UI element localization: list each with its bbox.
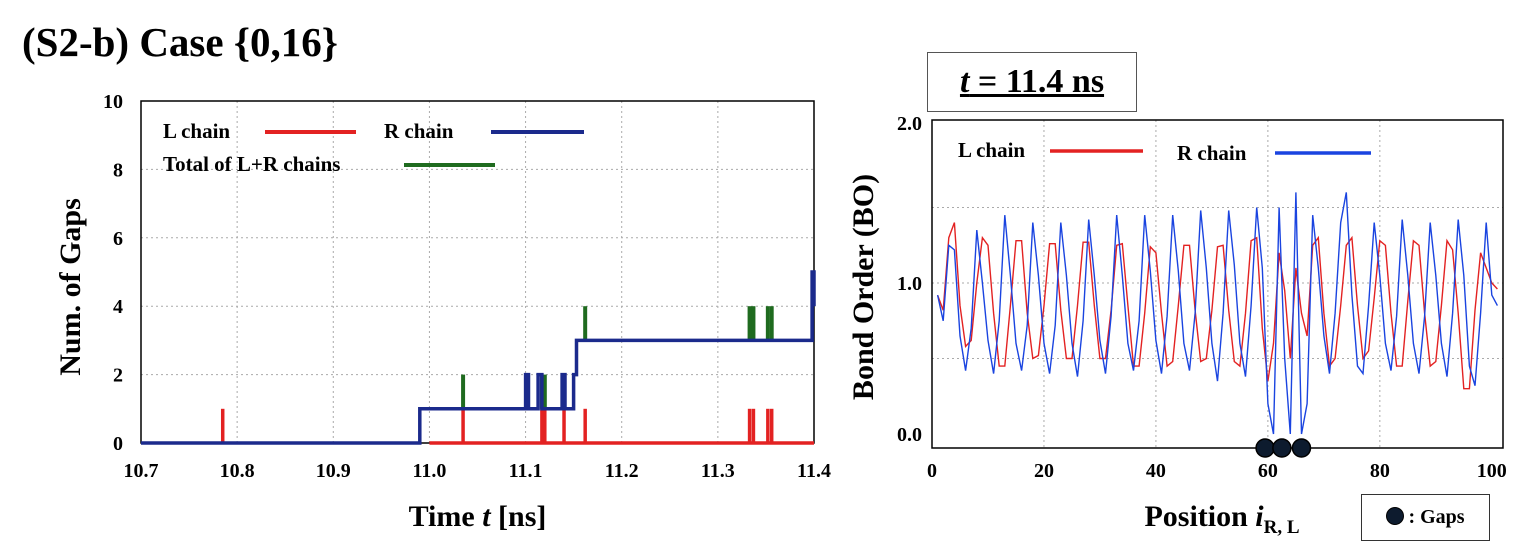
gap-marker: [1272, 438, 1292, 458]
gap-marker: [1255, 438, 1275, 458]
legend-l-chain: L chain: [958, 138, 1025, 162]
y-tick-label: 8: [113, 159, 123, 181]
x-tick-label: 0: [927, 460, 937, 482]
x-axis-label-main: Time: [409, 500, 483, 533]
y-tick-label: 0.0: [897, 424, 922, 446]
y-axis-label: Num. of Gaps: [54, 198, 87, 376]
bond-order-chart: 0 20 40 60 80 100 0.0 1.0 2.0 Position iR, L Bond …: [847, 113, 1507, 538]
x-axis-label: Time t [ns]: [409, 500, 547, 533]
x-tick-label: 11.1: [509, 460, 543, 482]
time-symbol: t: [959, 63, 970, 100]
gap-marker-icon: [1386, 507, 1405, 525]
x-axis-label-var: i: [1255, 500, 1264, 533]
plot-frame: [931, 119, 1504, 449]
r-chain-line: [141, 270, 816, 445]
x-tick-label: 11.4: [797, 460, 831, 482]
x-axis-label-var: t: [482, 500, 492, 533]
y-tick-label: 0: [113, 433, 123, 455]
x-axis-label-main: Position: [1144, 500, 1255, 533]
y-tick-label: 2.0: [897, 113, 922, 135]
time-label: t = 11.4 ns: [960, 63, 1104, 100]
legend-r-chain: R chain: [384, 119, 454, 143]
time-label-box: t = 11.4 ns: [927, 52, 1137, 112]
legend-total: Total of L+R chains: [163, 152, 340, 176]
gaps-time-chart: 10.7 10.8 10.9 11.0 11.1 11.2 11.3 11.4 0 2 4 6 8 10 T…: [54, 91, 831, 533]
y-tick-label: 2: [113, 365, 123, 387]
legend: L chain R chain: [958, 138, 1371, 165]
r-chain-line: [936, 192, 1499, 435]
x-tick-label: 20: [1034, 460, 1054, 482]
x-tick-label: 11.0: [412, 460, 446, 482]
x-axis-label-unit: [ns]: [491, 500, 547, 533]
x-tick-label: 80: [1370, 460, 1390, 482]
y-tick-label: 6: [113, 228, 123, 250]
x-tick-label: 10.8: [220, 460, 255, 482]
x-tick-label: 40: [1146, 460, 1166, 482]
y-tick-label: 1.0: [897, 273, 922, 295]
gaps-legend-box: : Gaps: [1361, 494, 1490, 541]
x-tick-label: 10.9: [316, 460, 351, 482]
y-tick-label: 10: [103, 91, 123, 113]
gap-marker: [1291, 438, 1312, 458]
x-tick-label: 11.2: [605, 460, 639, 482]
legend: L chain R chain Total of L+R chains: [163, 119, 584, 176]
x-tick-label: 10.7: [124, 460, 159, 482]
legend-l-chain: L chain: [163, 119, 230, 143]
y-tick-label: 4: [113, 296, 123, 318]
x-tick-label: 100: [1477, 460, 1507, 482]
gaps-legend-label: : Gaps: [1408, 506, 1465, 528]
legend-r-chain: R chain: [1177, 141, 1247, 165]
y-axis-label: Bond Order (BO): [847, 174, 880, 400]
x-axis-label: Position iR, L: [1144, 500, 1299, 538]
time-value: = 11.4 ns: [969, 63, 1105, 100]
x-tick-label: 60: [1258, 460, 1278, 482]
l-chain-line: [936, 222, 1498, 390]
figure-title: (S2-b) Case {0,16}: [22, 19, 338, 65]
x-axis-label-sub: R, L: [1264, 517, 1300, 538]
x-tick-label: 11.3: [701, 460, 735, 482]
